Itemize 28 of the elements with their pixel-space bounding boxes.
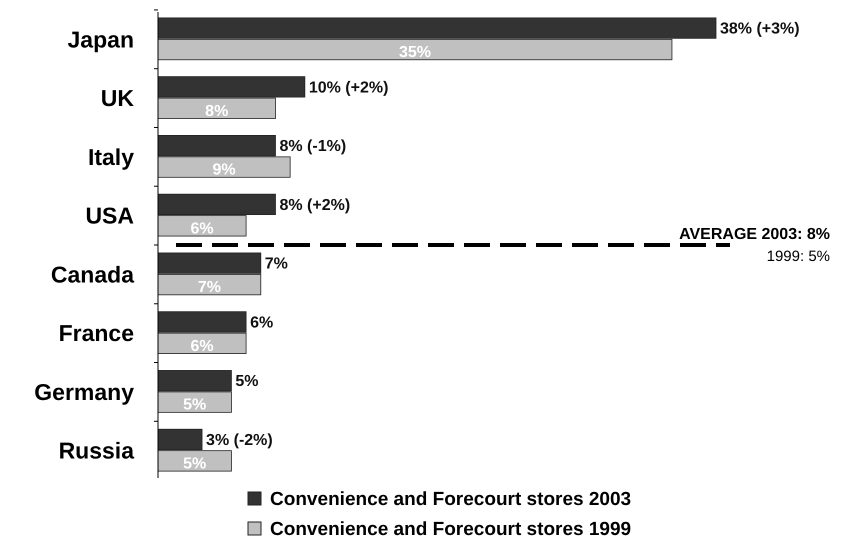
data-label: 6% bbox=[190, 220, 214, 238]
y-tick-label: Canada bbox=[50, 261, 134, 288]
data-label: 38% (+3%) bbox=[720, 20, 800, 38]
data-label: 8% (-1%) bbox=[279, 138, 346, 156]
legend-label: Convenience and Forecourt stores 1999 bbox=[270, 519, 632, 540]
y-tick-label: Italy bbox=[88, 144, 134, 170]
annotation: AVERAGE 2003: 8% bbox=[679, 226, 830, 243]
y-tick-label: Germany bbox=[34, 378, 134, 405]
y-tick-label: France bbox=[58, 320, 134, 346]
data-label: 35% bbox=[398, 44, 431, 62]
y-tick-label: USA bbox=[85, 202, 134, 229]
data-label: 10% (+2%) bbox=[308, 79, 388, 96]
data-label: 5% bbox=[235, 373, 259, 390]
y-tick-label: UK bbox=[100, 85, 134, 112]
y-tick-label: Japan bbox=[68, 26, 134, 52]
text: 1999: 5% bbox=[766, 248, 830, 265]
data-label: 7% bbox=[264, 256, 288, 273]
data-label: 5% bbox=[183, 396, 206, 414]
data-label: 5% bbox=[183, 455, 206, 472]
data-label: 9% bbox=[212, 162, 236, 179]
legend-label: Convenience and Forecourt stores 2003 bbox=[270, 489, 632, 510]
data-label: 8% (+2%) bbox=[279, 196, 350, 214]
data-label: 7% bbox=[198, 279, 221, 296]
data-label: 3% (-2%) bbox=[206, 432, 273, 449]
y-tick-label: Russia bbox=[58, 438, 134, 464]
data-label: 6% bbox=[190, 338, 214, 355]
data-label: 8% bbox=[205, 102, 228, 120]
data-label: 6% bbox=[250, 314, 274, 332]
